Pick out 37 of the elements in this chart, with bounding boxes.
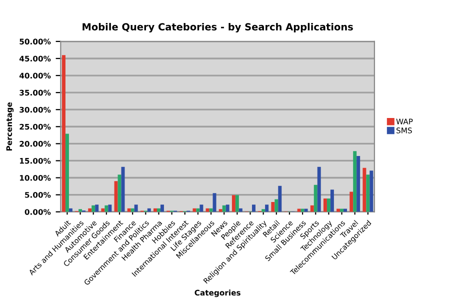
bar	[271, 202, 275, 212]
bar	[362, 168, 366, 212]
bar	[200, 204, 204, 212]
bar	[330, 190, 334, 212]
bar	[265, 204, 269, 212]
bar	[356, 156, 360, 212]
bar	[218, 209, 222, 212]
bar	[232, 195, 236, 212]
bar	[104, 205, 108, 212]
bar	[326, 198, 330, 212]
bar	[323, 198, 327, 212]
bar	[274, 199, 278, 212]
bar	[278, 186, 282, 212]
bar	[366, 174, 370, 212]
bar	[262, 209, 266, 212]
bar	[310, 205, 314, 212]
bar	[370, 170, 374, 212]
bar	[95, 204, 99, 212]
bar	[226, 204, 230, 212]
bar	[353, 151, 357, 212]
bar	[212, 193, 216, 212]
bar	[92, 205, 96, 212]
bar	[314, 184, 318, 212]
bar	[78, 209, 82, 212]
bar	[114, 181, 118, 212]
bar	[62, 55, 66, 212]
bar	[235, 195, 239, 212]
bar	[160, 204, 164, 212]
bar	[350, 192, 354, 212]
bar	[108, 204, 112, 212]
bar	[134, 204, 138, 212]
bar	[222, 205, 226, 212]
bar	[317, 166, 321, 212]
bar	[65, 134, 69, 212]
bar	[118, 174, 122, 212]
chart-title: Mobile Query Catebories - by Search Applications	[82, 22, 353, 32]
bar	[252, 204, 256, 212]
